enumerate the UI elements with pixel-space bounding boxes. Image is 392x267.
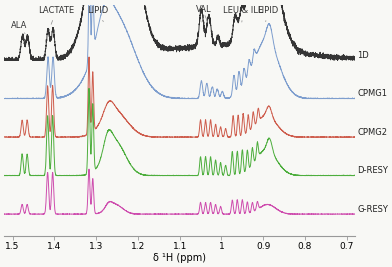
Text: LACTATE: LACTATE [38,6,74,24]
Text: ALA: ALA [11,21,27,34]
Text: CPMG2: CPMG2 [357,128,387,137]
Text: D-RESY: D-RESY [357,166,388,175]
Text: 1D: 1D [357,51,369,60]
Text: LIPID: LIPID [87,6,109,22]
X-axis label: δ ¹H (ppm): δ ¹H (ppm) [153,253,206,263]
Text: LEU & ILE: LEU & ILE [223,6,263,22]
Text: LIPID: LIPID [257,6,278,22]
Text: G-RESY: G-RESY [357,205,388,214]
Text: VAL: VAL [196,5,212,14]
Text: CPMG1: CPMG1 [357,89,387,98]
